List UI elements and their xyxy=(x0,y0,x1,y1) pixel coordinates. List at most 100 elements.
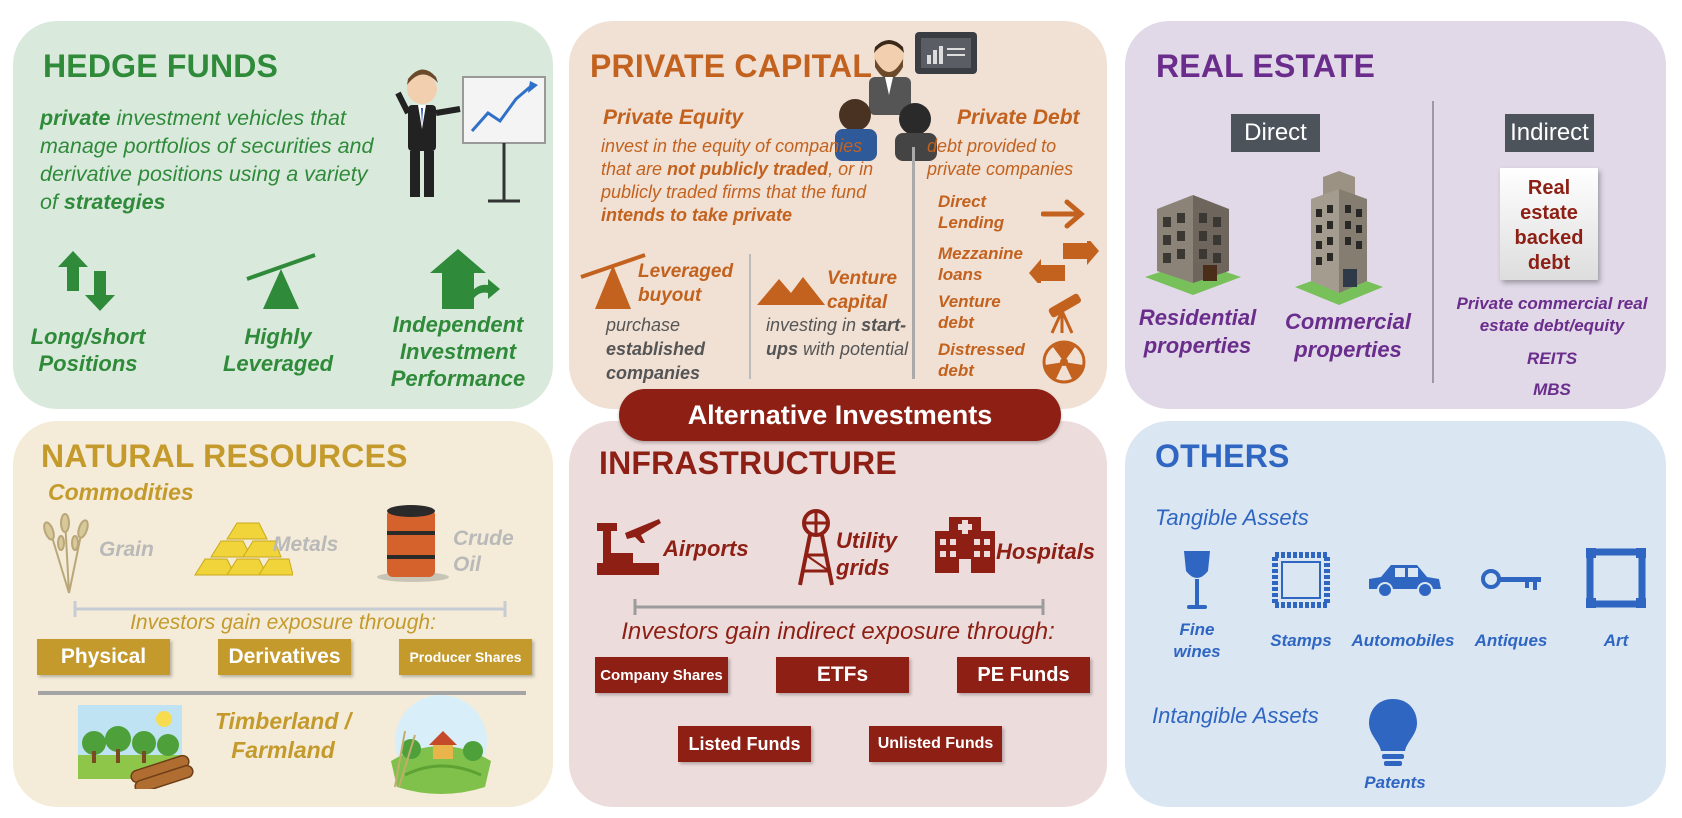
arrow-right-icon xyxy=(1041,199,1085,229)
direct-label: Direct xyxy=(1231,114,1320,152)
debt-venture: Venture debt xyxy=(938,292,1001,332)
desc-keyword-private: private xyxy=(40,106,111,130)
hedge-funds-description: private investment vehicles that manage … xyxy=(40,104,385,216)
debt-mezzanine: Mezzanine loans xyxy=(938,244,1024,284)
house-arrow-icon xyxy=(430,249,500,309)
lbo-bold: established companies xyxy=(606,339,706,383)
automobile-icon xyxy=(1369,565,1441,598)
natural-resources-title: NATURAL RESOURCES xyxy=(41,438,408,474)
patents-label: Patents xyxy=(1364,773,1426,792)
pe-text-2: , or in publicly traded firms that the f… xyxy=(601,159,874,202)
residential-building-icon xyxy=(1145,195,1241,295)
intangible-assets-heading: Intangible Assets xyxy=(1152,703,1319,728)
pe-bold-1: not publicly traded xyxy=(667,159,829,179)
reits-label: REITS xyxy=(1526,349,1578,368)
radiation-icon xyxy=(1042,340,1086,384)
antiques-label: Antiques xyxy=(1474,631,1548,650)
natural-resources-panel: NATURAL RESOURCES Commodities Grain Meta… xyxy=(13,421,553,807)
desc-text: investment vehicles that manage portfoli… xyxy=(40,106,374,214)
real-estate-panel: REAL ESTATE Direct Indirect xyxy=(1125,21,1666,409)
key-icon xyxy=(1481,569,1541,590)
crude-oil-label: Crude Oil xyxy=(453,527,514,576)
natural-divider xyxy=(38,691,526,695)
timberland-farmland-label: Timberland / Farmland xyxy=(214,708,352,763)
natural-exposure-text: Investors gain exposure through: xyxy=(130,611,436,634)
private-divider-vertical xyxy=(912,147,915,379)
farmland-icon xyxy=(391,695,491,794)
gold-bars-icon xyxy=(194,522,293,576)
vc-text-2: with potential xyxy=(798,339,909,359)
alternative-investments-banner: Alternative Investments xyxy=(619,389,1061,441)
private-capital-panel: PRIVATE CAPITAL Private Equity invest in… xyxy=(569,21,1107,409)
exchange-arrows-icon xyxy=(1029,241,1099,283)
private-equity-description: invest in the equity of companies that a… xyxy=(601,135,876,227)
etfs-button: ETFs xyxy=(776,657,909,693)
real-estate-divider xyxy=(1432,101,1434,383)
pe-bold-2: intends to take private xyxy=(601,205,793,225)
fine-wines-label: Fine wines xyxy=(1173,620,1221,661)
vc-text-1: investing in xyxy=(766,315,862,335)
desc-keyword-strategies: strategies xyxy=(63,190,166,214)
pe-funds-button: PE Funds xyxy=(957,657,1090,693)
up-down-arrows-icon xyxy=(58,251,115,311)
seesaw-icon xyxy=(246,253,316,309)
others-panel: OTHERS Tangible Assets Fine wines Stamps… xyxy=(1125,421,1666,807)
private-debt-description: debt provided to private companies xyxy=(927,136,1074,179)
vc-bold: start-ups xyxy=(766,315,907,359)
private-equity-heading: Private Equity xyxy=(603,106,744,129)
airports-label: Airports xyxy=(663,536,749,561)
commercial-debt-label: Private commercial real estate debt/equi… xyxy=(1456,294,1648,335)
utility-grids-label: Utility grids xyxy=(836,528,898,580)
commodities-subtitle: Commodities xyxy=(48,479,194,505)
indirect-label: Indirect xyxy=(1505,114,1594,152)
grain-label: Grain xyxy=(99,538,154,561)
lbo-description: purchase established companies xyxy=(606,313,756,385)
tangible-assets-heading: Tangible Assets xyxy=(1155,505,1309,530)
utility-tower-icon xyxy=(798,509,834,586)
pe-text-1: invest in the equity of companies that a… xyxy=(601,136,863,179)
producer-shares-button: Producer Shares xyxy=(399,639,532,675)
unlisted-funds-button: Unlisted Funds xyxy=(869,726,1002,762)
commercial-building-icon xyxy=(1295,171,1383,305)
oil-barrel-icon xyxy=(377,505,449,582)
infrastructure-panel: INFRASTRUCTURE Airports Utility grids Ho… xyxy=(569,421,1107,807)
lbo-heading: Leveraged buyout xyxy=(638,261,734,306)
private-capital-title: PRIVATE CAPITAL xyxy=(590,48,873,84)
wine-glass-icon xyxy=(1184,551,1210,609)
company-shares-button: Company Shares xyxy=(595,657,728,693)
metals-label: Metals xyxy=(273,533,339,556)
hedge-funds-title: HEDGE FUNDS xyxy=(43,48,279,84)
hospital-icon xyxy=(935,517,995,573)
physical-button: Physical xyxy=(37,639,170,675)
infra-exposure-text: Investors gain indirect exposure through… xyxy=(621,618,1055,645)
meeting-illustration-icon xyxy=(835,32,977,161)
timberland-icon xyxy=(78,705,194,789)
commercial-properties-label: Commercial properties xyxy=(1285,309,1411,362)
feature-independent-performance: Independent Investment Performance xyxy=(390,312,526,391)
lbo-text: purchase xyxy=(606,315,681,335)
vc-heading: Venture capital xyxy=(827,268,898,313)
vc-description: investing in start-ups with potential xyxy=(766,313,911,361)
stamp-icon xyxy=(1272,552,1330,608)
others-title: OTHERS xyxy=(1155,438,1290,474)
listed-funds-button: Listed Funds xyxy=(678,726,811,762)
real-estate-debt-box: Real estate backed debt xyxy=(1500,168,1598,280)
infrastructure-title: INFRASTRUCTURE xyxy=(599,445,897,481)
hedge-funds-panel: HEDGE FUNDS private investment vehicles … xyxy=(13,21,553,409)
derivatives-button: Derivatives xyxy=(218,639,351,675)
telescope-icon xyxy=(1048,293,1081,334)
presenter-illustration-icon xyxy=(395,69,546,203)
feature-highly-leveraged: Highly Leveraged xyxy=(222,324,334,376)
infra-exposure-bracket xyxy=(633,599,1045,615)
private-divider-small xyxy=(749,254,751,379)
lbo-seesaw-icon xyxy=(580,253,646,309)
airport-icon xyxy=(597,519,661,575)
grain-icon xyxy=(43,513,89,594)
debt-distressed: Distressed debt xyxy=(938,340,1025,380)
art-label: Art xyxy=(1603,631,1629,650)
residential-properties-label: Residential properties xyxy=(1138,305,1257,358)
automobiles-label: Automobiles xyxy=(1351,631,1455,650)
mbs-label: MBS xyxy=(1533,380,1571,399)
feature-long-short: Long/short Positions xyxy=(30,324,146,376)
lightbulb-icon xyxy=(1369,699,1417,766)
